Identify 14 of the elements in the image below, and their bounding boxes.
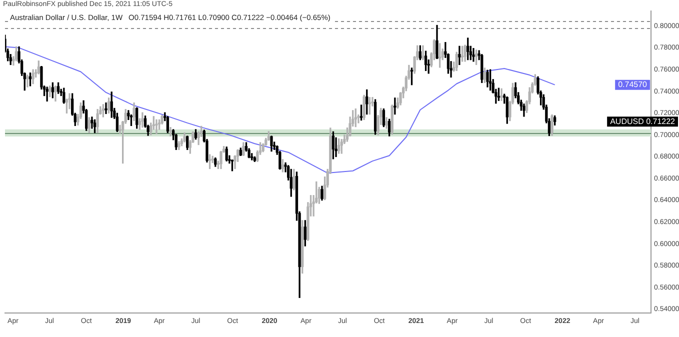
- candlestick: [472, 48, 475, 62]
- candlestick: [155, 119, 158, 134]
- candlestick: [394, 98, 396, 115]
- candlestick: [46, 86, 48, 102]
- candlestick: [68, 93, 71, 110]
- annotation: 0.74570: [618, 80, 648, 90]
- candlestick: [500, 88, 503, 101]
- candlestick: [422, 45, 424, 60]
- candlestick: [26, 74, 29, 88]
- candlestick: [458, 46, 461, 66]
- candlestick: [104, 102, 108, 114]
- annotation: AUDUSD 0.71222: [610, 116, 676, 126]
- candlestick: [169, 126, 172, 136]
- candlestick: [141, 112, 144, 128]
